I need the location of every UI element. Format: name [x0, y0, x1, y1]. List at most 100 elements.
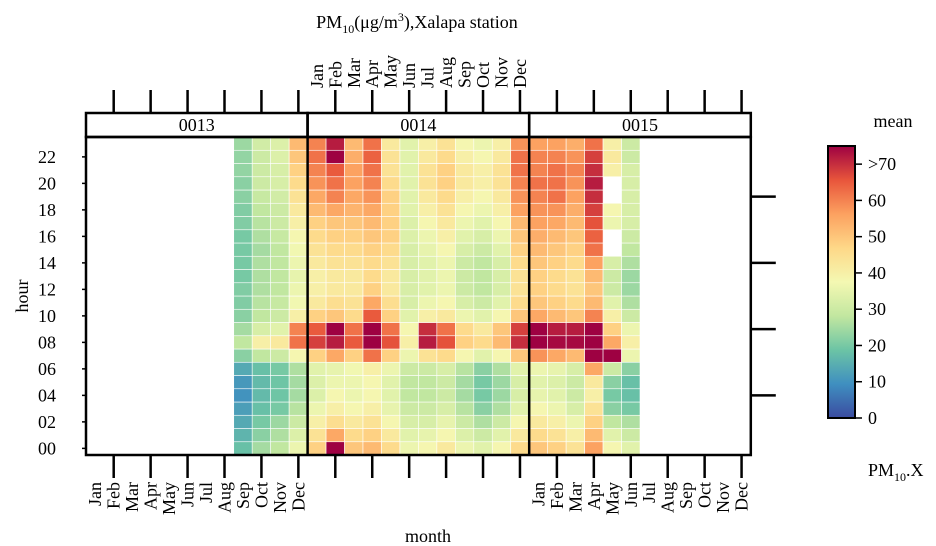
heat-cell	[270, 189, 290, 204]
heat-cell	[547, 189, 567, 204]
heat-cell	[565, 163, 585, 178]
heat-cell	[473, 348, 493, 363]
heat-cell	[455, 335, 475, 350]
heat-cell	[436, 441, 456, 456]
heat-cell	[381, 295, 401, 310]
heat-cell	[325, 401, 345, 416]
heat-cell	[455, 202, 475, 217]
x-tick-label: Dec	[732, 482, 752, 511]
colorbar-tick-label: 60	[868, 190, 886, 210]
x-tick-label-top: Jul	[418, 67, 438, 88]
heat-cell	[547, 163, 567, 178]
heat-cell	[325, 308, 345, 323]
heat-cell	[288, 335, 308, 350]
heat-cell	[270, 163, 290, 178]
x-tick-label: Aug	[215, 482, 235, 513]
heat-cell	[436, 149, 456, 164]
heat-cell	[510, 255, 530, 270]
heat-cell	[565, 216, 585, 231]
heat-cell	[362, 414, 382, 429]
heat-cell	[528, 136, 548, 151]
heat-cell	[381, 269, 401, 284]
heat-cell	[436, 335, 456, 350]
heat-cell	[491, 136, 512, 151]
heat-cell	[491, 441, 512, 456]
heat-cell	[288, 189, 308, 204]
heat-cell	[418, 229, 438, 244]
heat-cell	[381, 428, 401, 443]
heat-cell	[418, 163, 438, 178]
x-tick-label: Mar	[565, 482, 585, 512]
heat-cell	[288, 401, 308, 416]
heat-cell	[528, 282, 548, 297]
heat-cell	[344, 428, 364, 443]
strip-label: 0014	[400, 115, 436, 135]
heat-cell	[270, 428, 290, 443]
heat-cell	[491, 163, 512, 178]
title-part: PM	[316, 12, 342, 32]
heat-cell	[510, 441, 530, 456]
heat-cell	[621, 255, 641, 270]
heat-cell	[436, 322, 456, 337]
heat-cell	[584, 216, 604, 231]
heat-cell	[510, 295, 530, 310]
heat-cell	[602, 428, 622, 443]
x-tick-label: Mar	[122, 482, 142, 512]
heat-cell	[455, 229, 475, 244]
heat-cell	[602, 282, 622, 297]
heat-cell	[288, 428, 308, 443]
heat-cell	[547, 136, 567, 151]
heat-cell	[602, 375, 622, 390]
heat-cell	[344, 335, 364, 350]
heat-cell	[584, 335, 604, 350]
heat-cell	[418, 242, 438, 257]
y-axis-label: hour	[12, 280, 32, 313]
heat-cell	[455, 308, 475, 323]
heat-cell	[565, 202, 585, 217]
heat-cell	[251, 375, 271, 390]
heat-cell	[399, 189, 419, 204]
heat-cell	[307, 163, 327, 178]
heat-cell	[362, 269, 382, 284]
y-tick-label: 00	[38, 438, 56, 458]
x-tick-label-top: Oct	[473, 62, 493, 88]
heat-cell	[344, 149, 364, 164]
heat-cell	[584, 428, 604, 443]
heat-cell	[584, 176, 604, 191]
heat-cell	[436, 348, 456, 363]
heat-cell	[307, 176, 327, 191]
heat-cell	[528, 242, 548, 257]
heat-cell	[270, 348, 290, 363]
heat-cell	[473, 428, 493, 443]
y-tick-label: 16	[38, 226, 56, 246]
heat-cell	[251, 295, 271, 310]
y-tick-label: 02	[38, 412, 56, 432]
heat-cell	[528, 255, 548, 270]
heat-cell	[528, 176, 548, 191]
heat-cell	[491, 255, 512, 270]
colorbar-tick-label: 30	[868, 299, 886, 319]
heat-cell	[547, 335, 567, 350]
heat-cell	[528, 229, 548, 244]
heat-cell	[251, 441, 271, 456]
x-tick-label-top: Apr	[362, 60, 382, 88]
heat-cell	[584, 163, 604, 178]
heat-cell	[307, 322, 327, 337]
heat-cell	[621, 202, 641, 217]
heat-cell	[510, 216, 530, 231]
heat-cell	[528, 149, 548, 164]
heat-cell	[602, 441, 622, 456]
heat-cell	[491, 335, 512, 350]
heat-cell	[455, 255, 475, 270]
heat-cell	[362, 176, 382, 191]
heat-cell	[288, 229, 308, 244]
heat-cell	[325, 295, 345, 310]
heat-cell	[307, 414, 327, 429]
heat-cell	[307, 282, 327, 297]
heat-cell	[233, 348, 253, 363]
heat-cell	[399, 282, 419, 297]
heat-cell	[381, 136, 401, 151]
heat-cell	[455, 163, 475, 178]
heat-cell	[565, 308, 585, 323]
x-tick-label-top: Sep	[455, 61, 475, 88]
